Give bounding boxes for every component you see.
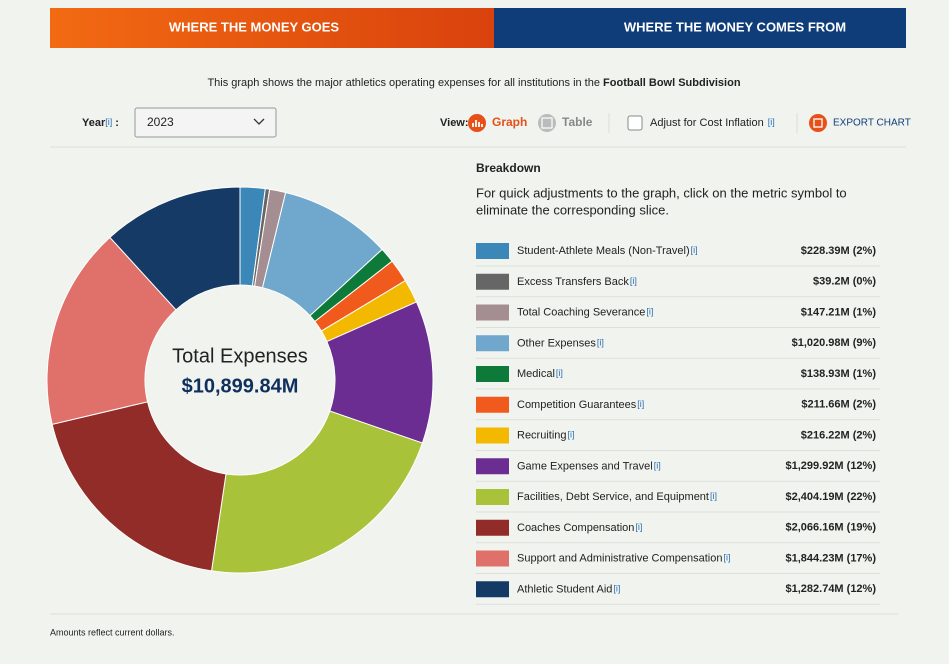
legend-label: Excess Transfers Back[i] (517, 276, 637, 288)
inflation-text: Adjust for Cost Inflation (650, 117, 764, 129)
slice[interactable] (46, 236, 177, 425)
info-marker[interactable]: [i] (635, 522, 642, 532)
description-emphasis: Football Bowl Subdivision (603, 77, 741, 89)
inflation-checkbox[interactable] (627, 115, 643, 131)
legend-swatch[interactable] (476, 458, 509, 475)
info-marker[interactable]: [i] (597, 338, 604, 348)
legend-label-text: Support and Administrative Compensation (517, 552, 722, 564)
chevron (253, 118, 265, 125)
graph-icon[interactable] (468, 114, 486, 132)
table-icon-grid (541, 117, 553, 129)
legend-swatch[interactable] (476, 304, 509, 321)
info-marker[interactable]: [i] (105, 117, 112, 127)
legend-label-text: Competition Guarantees (517, 399, 637, 411)
legend-swatch[interactable] (476, 273, 509, 290)
legend-value: $228.39M (2%) (801, 245, 877, 257)
legend-label-text: Facilities, Debt Service, and Equipment (517, 491, 709, 503)
table-icon[interactable] (538, 114, 556, 132)
legend-label-text: Other Expenses (517, 337, 596, 349)
view-table[interactable]: Table (562, 115, 593, 129)
legend-label-text: Athletic Student Aid (517, 583, 612, 595)
tab-label[interactable]: WHERE THE MONEY COMES FROM (624, 19, 846, 34)
legend-label-text: Medical (517, 368, 555, 380)
info-marker[interactable]: [i] (556, 368, 563, 378)
legend-label-text: Student-Athlete Meals (Non-Travel) (517, 245, 690, 257)
legend-label-text: Game Expenses and Travel (517, 460, 653, 472)
year-value[interactable]: 2023 (147, 115, 174, 129)
legend-title: Breakdown (476, 161, 541, 175)
legend-swatch[interactable] (476, 489, 509, 505)
legend-value: $147.21M (1%) (801, 306, 877, 318)
info-marker[interactable]: [i] (710, 491, 717, 501)
legend-swatch[interactable] (476, 550, 509, 567)
graph-icon-bars (472, 120, 483, 127)
legend-label: Game Expenses and Travel[i] (517, 460, 661, 472)
info-marker[interactable]: [i] (568, 430, 575, 440)
slice[interactable] (51, 401, 227, 572)
legend-label: Facilities, Debt Service, and Equipment[… (517, 491, 717, 503)
center-value: $10,899.84M (182, 375, 299, 397)
export-icon[interactable] (809, 114, 827, 132)
legend-label-text: Coaches Compensation (517, 522, 634, 534)
legend-note: For quick adjustments to the graph, clic… (476, 185, 847, 200)
legend-swatch[interactable] (476, 519, 509, 536)
legend-value: $1,299.92M (12%) (786, 460, 877, 472)
info-marker[interactable]: [i] (646, 307, 653, 317)
info-marker[interactable]: [i] (768, 117, 775, 127)
export-icon-glyph (813, 118, 823, 128)
legend-value: $211.66M (2%) (801, 399, 876, 411)
footnote: Amounts reflect current dollars. (50, 627, 175, 637)
description-text: This graph shows the major athletics ope… (207, 77, 603, 89)
info-marker[interactable]: [i] (637, 399, 644, 409)
tab-label[interactable]: WHERE THE MONEY GOES (169, 19, 340, 34)
legend-value: $1,844.23M (17%) (786, 552, 877, 564)
legend-label: Other Expenses[i] (517, 337, 604, 349)
legend-label: Student-Athlete Meals (Non-Travel)[i] (517, 245, 698, 257)
legend-label: Total Coaching Severance[i] (517, 306, 653, 318)
tab-active[interactable] (50, 8, 494, 48)
legend-label: Athletic Student Aid[i] (517, 583, 620, 595)
export-label[interactable]: EXPORT CHART (833, 118, 911, 129)
slice[interactable] (109, 186, 241, 311)
tab[interactable] (494, 8, 906, 48)
year-label: Year[i]: (82, 117, 119, 129)
inflation-label: Adjust for Cost Inflation [i] (650, 117, 775, 129)
legend-value: $2,066.16M (19%) (786, 522, 877, 534)
legend-label-text: Excess Transfers Back (517, 276, 629, 288)
legend-swatch[interactable] (476, 335, 509, 352)
legend-label: Support and Administrative Compensation[… (517, 552, 730, 564)
year-label-text: Year (82, 117, 106, 129)
legend-label: Coaches Compensation[i] (517, 522, 642, 534)
info-marker[interactable]: [i] (723, 553, 730, 563)
year-separator: : (115, 117, 119, 129)
legend-swatch[interactable] (476, 243, 509, 259)
info-marker[interactable]: [i] (691, 245, 698, 255)
legend-value: $216.22M (2%) (801, 429, 877, 441)
description: This graph shows the major athletics ope… (207, 77, 740, 89)
center-title: Total Expenses (172, 345, 308, 367)
view-label: View: (440, 117, 469, 129)
view-graph[interactable]: Graph (492, 115, 527, 129)
legend-value: $2,404.19M (22%) (786, 491, 877, 503)
info-marker[interactable]: [i] (654, 461, 661, 471)
legend-label-text: Recruiting (517, 429, 567, 441)
legend-swatch[interactable] (476, 427, 509, 444)
legend-value: $138.93M (1%) (801, 368, 877, 380)
year-select[interactable] (134, 107, 277, 138)
legend-note: eliminate the corresponding slice. (476, 202, 669, 217)
legend-value: $39.2M (0%) (813, 276, 876, 288)
legend-swatch[interactable] (476, 396, 509, 413)
legend-label: Competition Guarantees[i] (517, 399, 644, 411)
legend-swatch[interactable] (476, 581, 509, 598)
info-marker[interactable]: [i] (613, 584, 620, 594)
legend-value: $1,282.74M (12%) (786, 583, 877, 595)
legend-label-text: Total Coaching Severance (517, 306, 645, 318)
slice[interactable] (210, 410, 424, 574)
info-marker[interactable]: [i] (630, 276, 637, 286)
legend-value: $1,020.98M (9%) (792, 337, 877, 349)
legend-label: Recruiting[i] (517, 429, 575, 441)
legend-swatch[interactable] (476, 366, 509, 382)
legend-label: Medical[i] (517, 368, 563, 380)
